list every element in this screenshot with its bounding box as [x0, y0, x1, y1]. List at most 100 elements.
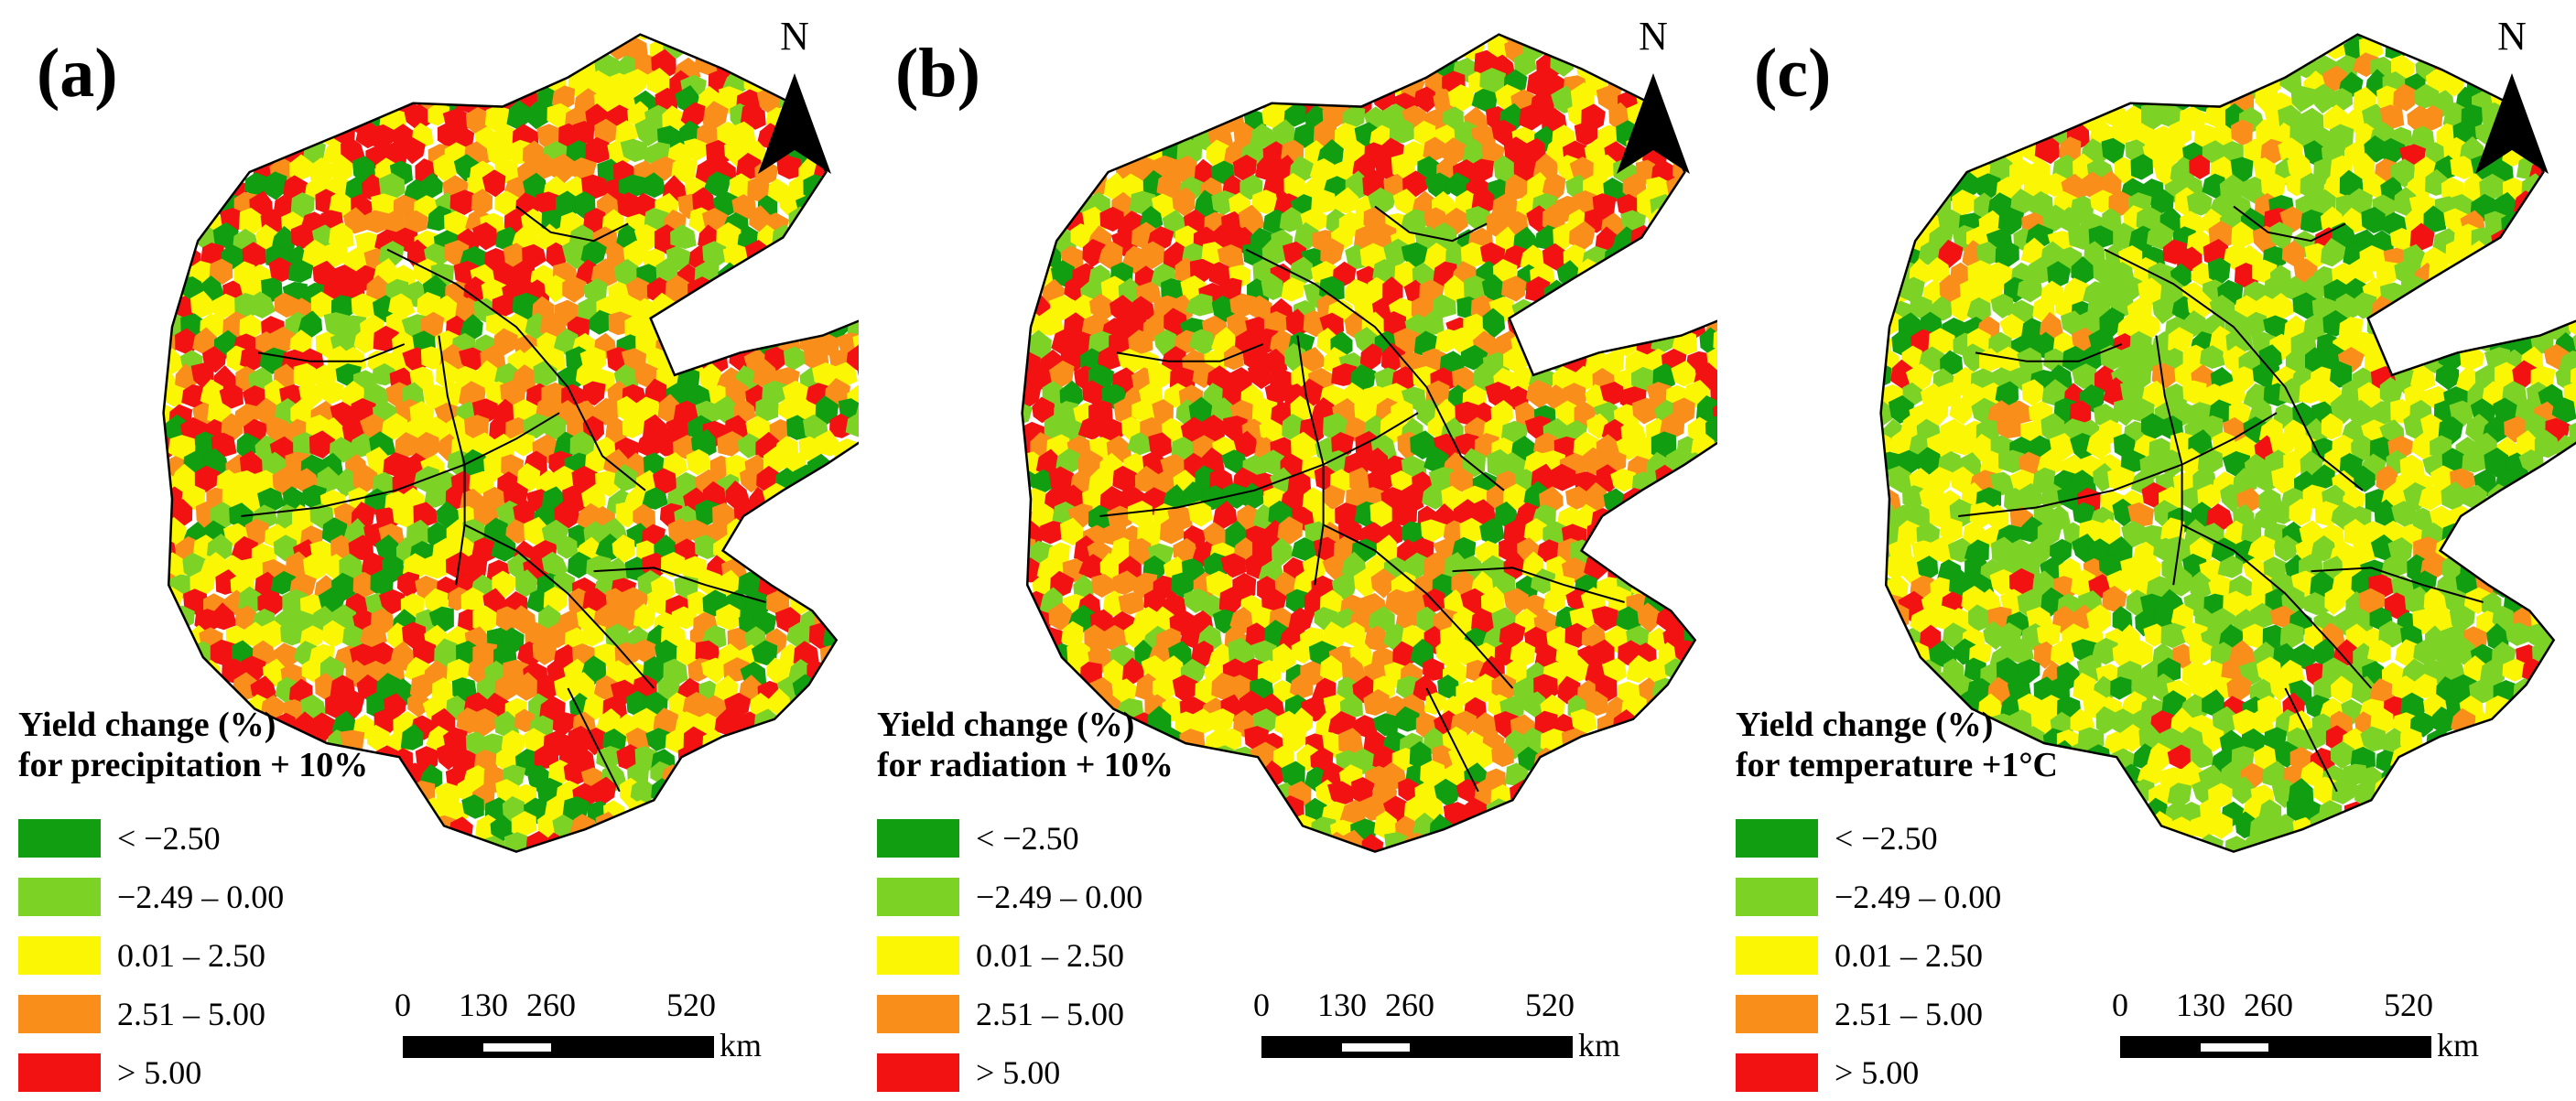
county-cell — [462, 519, 488, 545]
county-cell — [1123, 621, 1148, 648]
county-cell — [472, 221, 499, 251]
north-arrow-icon — [1617, 73, 1690, 174]
county-cell — [1990, 293, 2014, 319]
scale-tick: 130 — [1317, 987, 1367, 1023]
county-cell — [503, 832, 531, 852]
county-cell — [1251, 189, 1279, 214]
county-cell — [461, 793, 484, 819]
county-cell — [363, 210, 389, 233]
legend-swatch — [877, 995, 959, 1033]
county-cell — [2085, 744, 2112, 772]
county-cell — [1389, 116, 1415, 144]
legend-swatch — [877, 878, 959, 916]
county-cell — [852, 331, 859, 357]
county-cell — [1996, 415, 2022, 439]
county-cell — [280, 618, 304, 646]
county-cell — [1282, 724, 1306, 752]
county-cell — [641, 487, 668, 510]
legend-label: −2.49 – 0.00 — [1835, 879, 2002, 915]
north-arrow: N — [1607, 16, 1699, 181]
legend-swatch — [18, 995, 101, 1033]
county-cell — [273, 534, 298, 562]
county-cell — [633, 603, 655, 630]
legend-swatch — [877, 936, 959, 975]
county-cell — [1631, 397, 1659, 425]
county-cell — [1549, 463, 1577, 491]
county-cell — [2367, 640, 2391, 664]
county-cell — [1311, 189, 1337, 213]
county-cell — [571, 121, 595, 145]
county-cell — [2151, 362, 2177, 389]
county-cell — [815, 395, 839, 425]
county-cell — [318, 380, 344, 405]
panel-label: (c) — [1754, 35, 1832, 112]
county-cell — [582, 622, 606, 647]
legend-item: > 5.00 — [877, 1043, 1174, 1101]
county-cell — [1239, 174, 1263, 200]
county-cell — [823, 621, 849, 651]
province-boundary — [1099, 412, 1419, 517]
county-cell — [1281, 277, 1305, 302]
province-boundary — [593, 567, 766, 603]
legend-item: −2.49 – 0.00 — [18, 868, 368, 926]
legend-swatch — [1736, 995, 1818, 1033]
county-cell — [2186, 189, 2213, 216]
north-arrow: N — [749, 16, 840, 181]
county-cell — [2199, 345, 2225, 370]
county-cell — [2230, 119, 2254, 146]
legend-swatch — [877, 1053, 959, 1092]
county-cell — [2361, 207, 2386, 234]
legend-item: > 5.00 — [18, 1043, 368, 1101]
county-cell — [2176, 246, 2203, 272]
scale-tick: 260 — [526, 987, 576, 1023]
county-cell — [2324, 587, 2349, 615]
legend: Yield change (%) for precipitation + 10%… — [18, 705, 368, 1101]
scale-unit: km — [1578, 1027, 1621, 1063]
county-cell — [620, 138, 648, 163]
legend-item: 2.51 – 5.00 — [877, 985, 1174, 1043]
province-boundary — [386, 248, 646, 491]
county-cell — [1651, 677, 1680, 703]
county-cell — [1706, 344, 1717, 372]
county-cell — [2152, 297, 2175, 325]
county-cell — [1413, 86, 1436, 113]
county-cell — [651, 778, 675, 806]
county-cell — [2146, 221, 2174, 250]
legend-title: Yield change (%) — [18, 706, 276, 744]
legend-item: 0.01 – 2.50 — [877, 926, 1174, 985]
county-cell — [428, 103, 450, 126]
province-boundary — [438, 335, 466, 586]
county-cell — [1997, 207, 2025, 235]
county-cell — [2202, 173, 2226, 199]
county-cell — [641, 172, 666, 199]
county-cell — [1937, 239, 1964, 269]
scale-tick: 130 — [2176, 987, 2225, 1023]
scale-tick: 0 — [1253, 987, 1270, 1023]
county-cell — [471, 707, 498, 737]
county-cell — [264, 171, 287, 200]
legend-item: > 5.00 — [1736, 1043, 2058, 1101]
county-cell — [2409, 222, 2435, 251]
county-cell — [1333, 187, 1361, 214]
north-arrow-icon — [2475, 73, 2549, 174]
county-cell — [1610, 468, 1637, 492]
county-cell — [2274, 534, 2299, 562]
county-cell — [2378, 621, 2404, 648]
county-cell — [2451, 636, 2477, 665]
county-cell — [211, 602, 237, 631]
county-cell — [1423, 657, 1445, 681]
legend-swatch — [1736, 819, 1818, 858]
county-cell — [1997, 449, 2026, 473]
county-cell — [2271, 467, 2298, 494]
county-cell — [772, 224, 798, 253]
province-boundary — [1245, 248, 1505, 491]
county-cell — [381, 413, 408, 440]
scale-tick: 0 — [395, 987, 411, 1023]
county-cell — [555, 535, 579, 559]
county-cell — [1705, 416, 1717, 443]
county-cell — [2302, 484, 2326, 509]
scale-bar: 0 130 260 520 km — [2112, 987, 2479, 1062]
county-cell — [500, 380, 526, 405]
county-cell — [1112, 465, 1137, 491]
county-cell — [585, 136, 610, 164]
